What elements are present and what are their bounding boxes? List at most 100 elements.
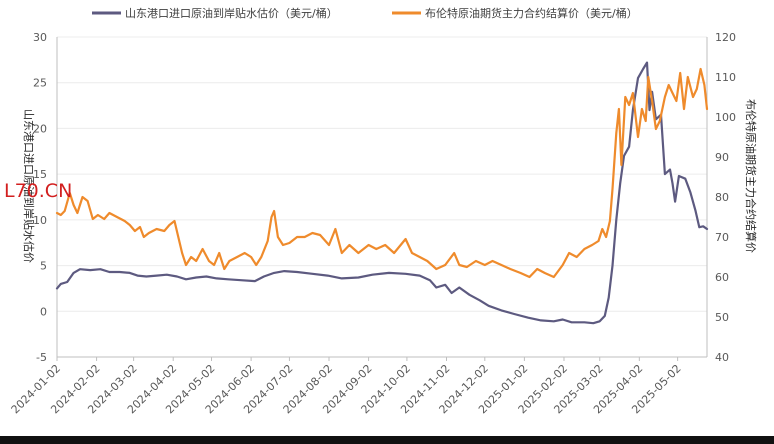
series-2-point-110 xyxy=(703,84,706,86)
series-1-point-67 xyxy=(664,173,666,175)
series-1-point-76 xyxy=(702,225,704,227)
series-2-point-15 xyxy=(134,230,136,232)
series-2-point-105 xyxy=(683,108,685,110)
series-1-point-4 xyxy=(79,268,81,270)
series-2-point-39 xyxy=(267,240,269,242)
series-2-point-74 xyxy=(536,268,538,270)
series-1-point-34 xyxy=(429,279,431,281)
series-2-point-16 xyxy=(139,226,141,228)
legend: 山东港口进口原油到岸贴水估价（美元/桶） 布伦特原油期货主力合约结算价（美元/桶… xyxy=(92,6,638,20)
series-2-point-69 xyxy=(491,260,494,262)
series-2-point-33 xyxy=(228,260,230,262)
series-2-point-96 xyxy=(647,76,649,78)
series-1-point-23 xyxy=(273,272,275,274)
series-2-point-72 xyxy=(520,272,522,274)
series-1-point-75 xyxy=(698,226,700,228)
bottom-bar xyxy=(0,436,774,444)
series-2-point-34 xyxy=(236,256,238,258)
series-1-point-46 xyxy=(553,320,555,322)
series-1-point-77 xyxy=(706,228,708,230)
series-1-point-21 xyxy=(254,280,256,282)
series-2-point-49 xyxy=(328,244,330,246)
series-1-point-19 xyxy=(227,278,229,280)
series-1-point-10 xyxy=(136,275,139,277)
right-tick-8: 120 xyxy=(715,31,736,44)
series-2-point-43 xyxy=(282,244,284,246)
grid-lines xyxy=(57,36,707,358)
series-2-point-81 xyxy=(591,244,593,246)
left-axis-title: 山东港口进口原油到岸贴水估价 xyxy=(22,109,36,263)
series-2-point-54 xyxy=(368,244,370,246)
series-1-point-72 xyxy=(684,178,686,180)
series-2-point-14 xyxy=(129,224,131,226)
series-2-point-65 xyxy=(458,264,460,266)
axes xyxy=(56,37,708,358)
series-1-point-39 xyxy=(468,294,471,296)
series-2-point-86 xyxy=(611,188,614,190)
series-2-point-32 xyxy=(223,268,225,270)
series-2-point-94 xyxy=(641,108,643,110)
series-1-point-73 xyxy=(689,191,692,193)
series-2-point-3 xyxy=(69,192,71,194)
right-tick-7: 110 xyxy=(715,71,736,84)
left-tick-2: 5 xyxy=(40,260,47,273)
series-2-point-103 xyxy=(675,100,678,102)
series-1-point-53 xyxy=(608,297,610,299)
series-2-point-106 xyxy=(687,76,689,78)
series-2-point-42 xyxy=(277,236,279,238)
series-2-point-47 xyxy=(311,232,313,234)
series-1-point-17 xyxy=(205,275,207,278)
series-2-point-77 xyxy=(562,264,564,266)
series-2-point-25 xyxy=(185,264,187,266)
series-1-point-28 xyxy=(341,277,343,279)
series-1-point-16 xyxy=(195,276,197,279)
series-2-point-108 xyxy=(696,88,698,90)
series-1-point-3 xyxy=(73,272,75,274)
series-2-point-4 xyxy=(73,204,75,206)
series-1-point-41 xyxy=(488,305,490,307)
series-line-2 xyxy=(55,67,709,279)
series-2-point-76 xyxy=(553,276,555,278)
left-tick-1: 0 xyxy=(40,305,47,318)
series-2-point-41 xyxy=(273,210,275,212)
right-tick-6: 100 xyxy=(715,111,736,124)
series-2-point-56 xyxy=(384,244,386,246)
left-tick-7: 30 xyxy=(33,31,47,44)
series-1-point-71 xyxy=(678,175,680,177)
series-1-point-38 xyxy=(458,286,460,289)
series-2-point-89 xyxy=(620,164,623,166)
series-1-point-59 xyxy=(632,109,634,111)
series-2-point-0 xyxy=(56,212,58,214)
series-1-point-0 xyxy=(56,287,58,289)
series-2-point-13 xyxy=(124,220,126,222)
series-2-point-5 xyxy=(76,212,78,214)
series-2-point-6 xyxy=(81,196,84,198)
series-2-point-37 xyxy=(255,264,257,266)
series-2-point-57 xyxy=(393,252,395,254)
legend-label-series1: 山东港口进口原油到岸贴水估价（美元/桶） xyxy=(125,6,338,20)
series-1-point-27 xyxy=(327,275,329,277)
series-1-point-44 xyxy=(527,317,529,319)
x-axis-ticks: 2024-01-022024-02-022024-03-022024-04-02… xyxy=(9,357,684,416)
series-2-point-46 xyxy=(304,236,306,238)
series-2-point-31 xyxy=(218,252,220,254)
left-axis-ticks: -5 0 5 10 15 20 25 30 xyxy=(33,31,47,364)
series-1-point-45 xyxy=(540,319,542,321)
series-1-point-51 xyxy=(599,320,601,322)
series-1-point-9 xyxy=(129,272,131,274)
legend-label-series2: 布伦特原油期货主力合约结算价（美元/桶） xyxy=(425,6,638,20)
series-1-point-63 xyxy=(648,109,651,111)
series-2-point-99 xyxy=(659,120,661,122)
series-1-point-25 xyxy=(296,271,298,273)
series-1-point-70 xyxy=(674,201,676,203)
right-axis-ticks: 40 50 60 70 80 90 100 110 120 xyxy=(715,31,736,364)
series-2-point-2 xyxy=(64,210,66,212)
series-2-point-95 xyxy=(645,120,647,122)
right-tick-1: 50 xyxy=(715,311,729,324)
series-1-point-11 xyxy=(145,275,147,278)
series-2-point-71 xyxy=(509,268,511,270)
series-2-point-92 xyxy=(632,92,634,94)
series-2-point-26 xyxy=(190,256,192,258)
series-2-point-45 xyxy=(296,236,298,238)
